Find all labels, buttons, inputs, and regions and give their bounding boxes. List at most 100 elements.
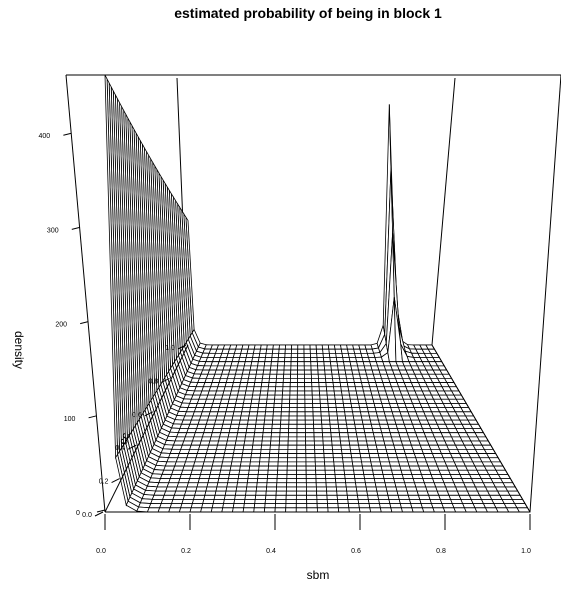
mesh-cell [266, 482, 278, 488]
chart-title: estimated probability of being in block … [174, 5, 442, 21]
mesh-cell [328, 352, 337, 358]
mesh-cell [287, 453, 298, 459]
mesh-cell [325, 382, 335, 388]
mesh-cell [296, 457, 307, 463]
mesh-cell [342, 461, 354, 467]
x-tick-label: 0.8 [436, 548, 446, 555]
mesh-cell [244, 432, 256, 438]
mesh-cell [322, 440, 333, 446]
mesh-cell [253, 432, 264, 438]
mesh-cell [296, 390, 306, 396]
mesh-cell [316, 494, 328, 500]
mesh-cell [254, 423, 265, 429]
y-tick-label: 0.0 [82, 512, 92, 519]
mesh-cell [244, 436, 255, 442]
mesh-cell [350, 403, 361, 409]
mesh-cell [296, 411, 306, 417]
mesh-cell [227, 478, 239, 484]
mesh-cell [303, 344, 311, 350]
mesh-cell [357, 499, 370, 505]
mesh-cell [263, 419, 274, 425]
mesh-cell [428, 494, 441, 500]
mesh-cell [272, 415, 282, 421]
mesh-cell [337, 507, 350, 513]
mesh-cell [189, 444, 201, 450]
mesh-cell [278, 344, 287, 350]
mesh-cell [277, 361, 285, 367]
mesh-cell [268, 377, 277, 383]
mesh-cell [266, 344, 274, 350]
mesh-cell [242, 398, 253, 404]
mesh-cell [210, 432, 222, 438]
mesh-cell [313, 423, 323, 429]
mesh-cell [346, 494, 359, 500]
mesh-cell [335, 486, 348, 492]
mesh-cell [321, 432, 332, 438]
mesh-cell [248, 411, 259, 417]
mesh-cell [412, 478, 425, 484]
mesh-cell [178, 507, 192, 513]
mesh-cell [369, 457, 381, 463]
mesh-cell [268, 453, 280, 459]
mesh-cell [226, 482, 238, 488]
mesh-cell [181, 499, 195, 505]
mesh-cell [349, 398, 360, 404]
mesh-cell [217, 478, 230, 484]
mesh-cell [175, 486, 188, 492]
mesh-cell [180, 469, 193, 475]
mesh-cell [271, 352, 280, 358]
mesh-cell [256, 411, 266, 417]
mesh-cell [385, 448, 397, 454]
mesh-cell [243, 361, 253, 367]
z-tick-label: 400 [39, 133, 51, 140]
mesh-cell [214, 490, 227, 496]
mesh-cell [345, 373, 355, 379]
mesh-cell [316, 507, 329, 513]
mesh-cell [356, 494, 369, 500]
mesh-cell [304, 428, 315, 434]
mesh-cell [323, 457, 335, 463]
mesh-cell [340, 386, 350, 392]
mesh-cell [296, 419, 306, 425]
mesh-cell [278, 453, 289, 459]
mesh-cell [351, 461, 363, 467]
mesh-cell [326, 390, 336, 396]
mesh-cell [320, 415, 331, 421]
mesh-cell [198, 474, 211, 480]
mesh-cell [399, 503, 413, 509]
mesh-cell [267, 386, 277, 392]
mesh-cell [288, 428, 298, 434]
mesh-cell [310, 361, 319, 367]
mesh-cell [408, 499, 422, 505]
mesh-cell [361, 461, 373, 467]
mesh-cell [322, 436, 333, 442]
mesh-cell [287, 448, 298, 454]
mesh-cell [305, 465, 317, 471]
mesh-cell [265, 407, 275, 413]
mesh-cell [317, 369, 326, 375]
mesh-cell [200, 507, 213, 513]
mesh-cell [320, 411, 330, 417]
mesh-cell [230, 461, 242, 467]
mesh-cell [352, 411, 362, 417]
mesh-cell [202, 499, 215, 505]
mesh-cell [246, 478, 259, 484]
mesh-cell [262, 428, 273, 434]
mesh-cell [274, 507, 287, 513]
mesh-cell [281, 403, 290, 409]
mesh-cell [342, 457, 353, 463]
mesh-cell [364, 478, 376, 484]
mesh-cell [286, 474, 298, 480]
mesh-cell [322, 357, 331, 363]
mesh-cell [285, 494, 297, 500]
mesh-cell [214, 419, 225, 425]
mesh-cell [315, 348, 324, 354]
mesh-cell [276, 478, 288, 484]
mesh-cell [337, 369, 347, 375]
mesh-cell [256, 482, 268, 488]
mesh-cell [391, 469, 403, 475]
mesh-cell [322, 444, 333, 450]
mesh-cell [236, 394, 246, 400]
mesh-cell [373, 478, 386, 484]
mesh-cell [327, 407, 338, 413]
